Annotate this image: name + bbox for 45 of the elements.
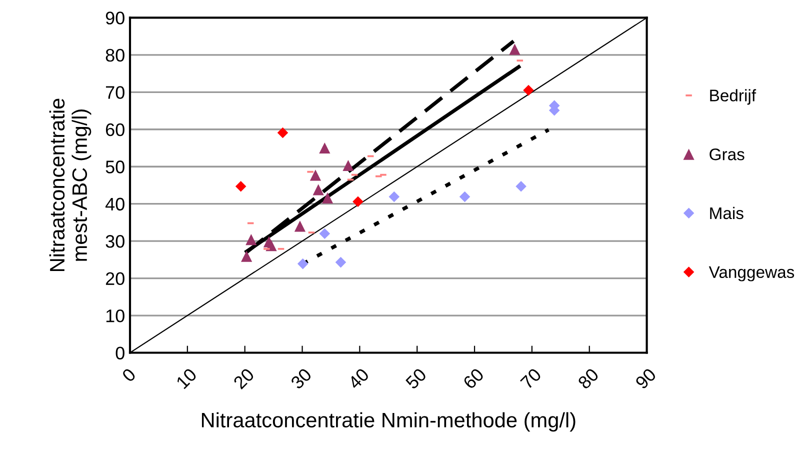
point [335,256,346,268]
y-axis-title: Nitraatconcentratie mest-ABC (mg/l) [49,98,92,271]
x-tick-label: 80 [577,367,600,390]
point [294,220,306,232]
point [459,191,470,202]
y-tick-label: 70 [106,86,124,99]
x-tick-label: 30 [290,367,312,390]
point [235,180,246,192]
point [277,127,288,138]
legend-label: Bedrijf [710,89,756,105]
x-tick-label: 60 [462,367,485,390]
y-tick-label: 20 [106,272,124,286]
point [523,84,534,96]
x-tick-label: 70 [520,367,542,390]
point [319,142,330,154]
point [312,184,324,196]
y-tick-label: 50 [106,160,124,174]
point [241,250,252,262]
y-tick-label: 40 [105,198,124,211]
point [319,228,330,240]
x-tick-label: 20 [232,367,255,390]
x-axis-title: Nitraatconcentratie Nmin-methode (mg/l) [202,412,576,432]
x-tick-label: 10 [176,367,198,390]
point [246,234,257,246]
y-tick-label: 60 [106,123,124,136]
x-tick-label: 90 [634,367,657,390]
point [310,170,322,181]
y-tick-label: 10 [106,309,124,322]
y-tick-label: 0 [116,346,124,360]
point [509,44,520,55]
legend-label: Mais [710,206,744,220]
point [297,258,308,270]
x-tick-label: 50 [404,367,428,390]
legend-label: Vanggewas [708,266,794,282]
y-tick-label: 80 [106,48,124,62]
point [352,196,364,208]
point [322,192,334,204]
legend-label: Gras [710,148,744,160]
x-tick-label: 0 [121,367,136,383]
point [388,191,400,202]
x-tick-label: 40 [347,367,370,390]
y-tick-label: 30 [106,235,124,248]
point [342,160,354,172]
point [516,180,526,192]
y-tick-label: 90 [106,12,124,24]
